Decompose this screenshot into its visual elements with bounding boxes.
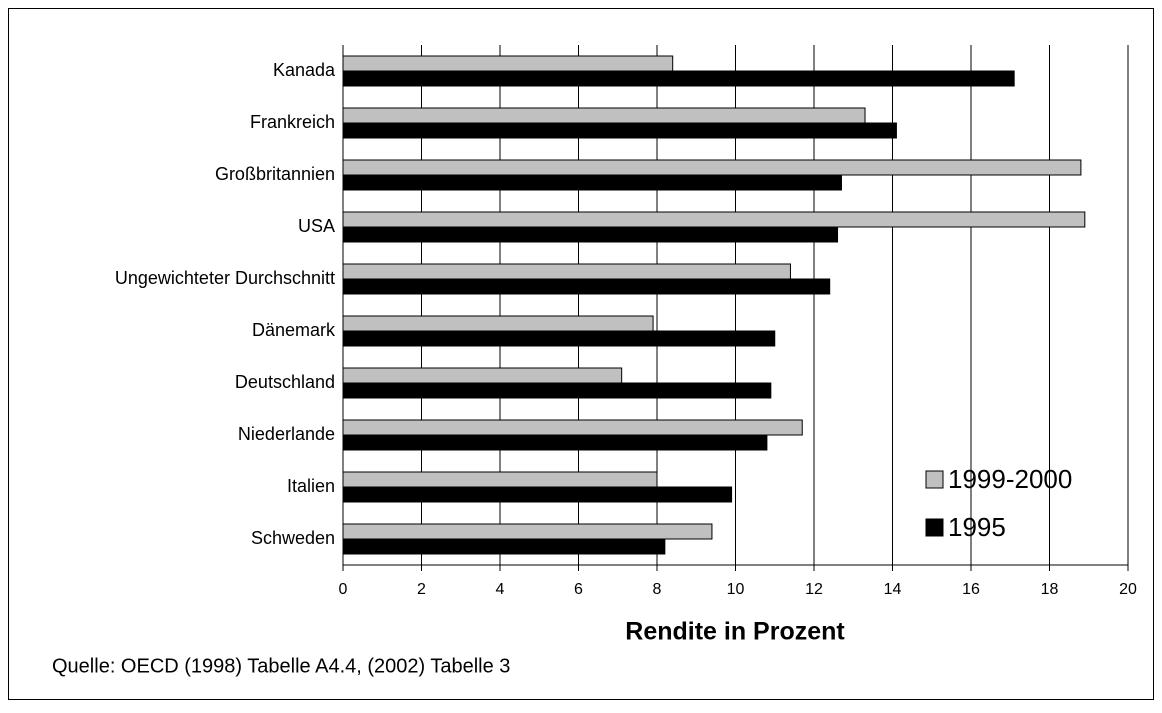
y-tick-label: USA — [298, 216, 335, 236]
x-tick-label: 12 — [805, 581, 823, 598]
legend-label: 1995 — [948, 512, 1006, 542]
x-tick-label: 18 — [1041, 581, 1059, 598]
x-axis-title: Rendite in Prozent — [625, 618, 845, 646]
legend-label: 1999-2000 — [948, 464, 1072, 494]
legend-swatch — [925, 518, 944, 537]
bar — [342, 159, 1082, 176]
source-note: Quelle: OECD (1998) Tabelle A4.4, (2002)… — [52, 655, 510, 677]
y-tick-label: Kanada — [273, 60, 336, 80]
y-tick-label: Dänemark — [252, 320, 336, 340]
y-tick-label: Schweden — [251, 528, 335, 548]
y-tick-label: Großbritannien — [215, 164, 335, 184]
bar — [342, 211, 1086, 228]
x-tick-label: 16 — [962, 581, 980, 598]
bar — [342, 263, 791, 280]
bar — [342, 367, 623, 384]
y-tick-label: Frankreich — [250, 112, 335, 132]
bar — [342, 174, 842, 191]
y-tick-label: Niederlande — [238, 424, 335, 444]
bar — [342, 70, 1015, 87]
bar — [342, 226, 839, 243]
bar — [342, 122, 897, 139]
x-tick-label: 10 — [727, 581, 745, 598]
bar — [342, 486, 733, 503]
x-tick-label: 2 — [417, 581, 426, 598]
legend-swatch — [925, 470, 944, 489]
bar — [342, 382, 772, 399]
bar — [342, 523, 713, 540]
y-tick-label: Deutschland — [235, 372, 335, 392]
bar — [342, 538, 666, 555]
bar — [342, 434, 768, 451]
bar — [342, 278, 831, 295]
x-tick-label: 6 — [574, 581, 583, 598]
y-tick-label: Ungewichteter Durchschnitt — [115, 268, 335, 288]
y-tick-label: Italien — [287, 476, 335, 496]
x-tick-label: 0 — [339, 581, 348, 598]
bar — [342, 419, 803, 436]
bar — [342, 330, 776, 347]
x-tick-label: 14 — [884, 581, 902, 598]
x-tick-label: 8 — [653, 581, 662, 598]
bar — [342, 55, 674, 72]
bar — [342, 315, 654, 332]
bar — [342, 107, 866, 124]
x-tick-label: 20 — [1119, 581, 1137, 598]
bar — [342, 471, 658, 488]
x-tick-label: 4 — [496, 581, 505, 598]
